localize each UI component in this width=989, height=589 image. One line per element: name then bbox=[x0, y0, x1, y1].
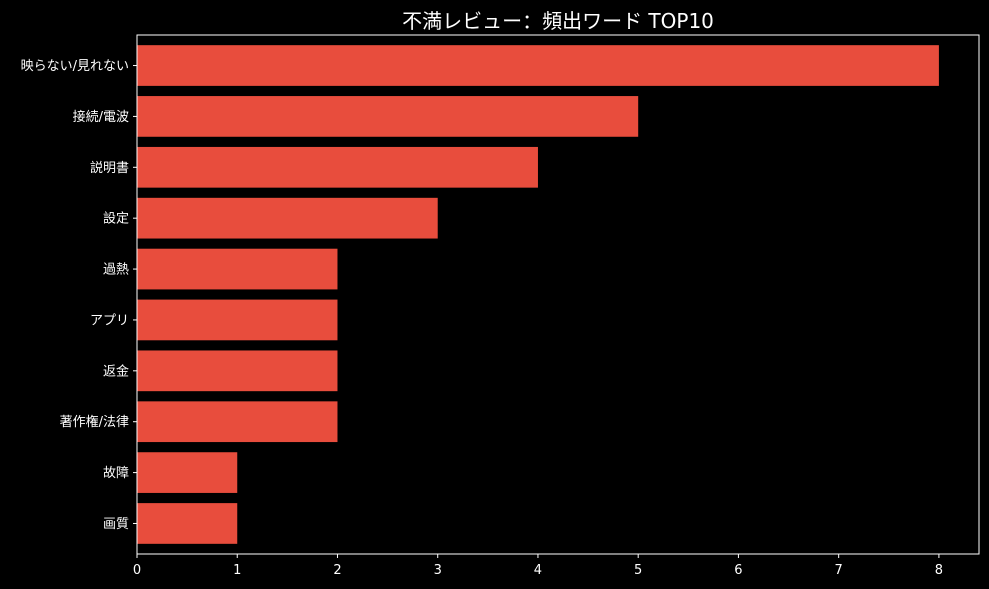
y-tick-label: 設定 bbox=[103, 211, 129, 227]
y-tick-label: 返金 bbox=[103, 363, 129, 379]
y-tick-label: 過熱 bbox=[103, 263, 129, 278]
x-tick-label: 4 bbox=[534, 563, 542, 578]
x-tick-label: 7 bbox=[835, 563, 843, 578]
x-tick-label: 2 bbox=[333, 563, 341, 578]
x-tick-label: 6 bbox=[734, 563, 742, 578]
y-tick-label: アプリ bbox=[90, 313, 129, 328]
bar bbox=[137, 146, 538, 188]
y-tick-label: 画質 bbox=[103, 517, 129, 532]
bar bbox=[137, 401, 338, 443]
y-tick-label: 著作権/法律 bbox=[60, 414, 129, 430]
bars bbox=[137, 45, 939, 544]
x-tick-label: 0 bbox=[133, 563, 141, 578]
bar bbox=[137, 45, 939, 86]
y-tick-label: 映らない/見れない bbox=[21, 59, 129, 74]
chart-title: 不満レビュー：頻出ワード TOP10 bbox=[402, 9, 714, 33]
y-tick-label: 説明書 bbox=[90, 160, 129, 176]
x-tick-label: 5 bbox=[634, 563, 642, 578]
y-tick-label: 接続/電波 bbox=[73, 109, 129, 125]
plot-frame bbox=[136, 34, 980, 555]
bar bbox=[137, 248, 338, 290]
axes bbox=[136, 34, 980, 555]
bar bbox=[137, 350, 338, 392]
bar bbox=[137, 299, 338, 341]
x-tick-label: 8 bbox=[935, 563, 943, 578]
bar bbox=[137, 452, 238, 493]
y-tick-label: 故障 bbox=[103, 466, 129, 481]
x-axis-ticks: 0 1 2 3 4 5 6 7 8 bbox=[133, 554, 943, 578]
x-tick-label: 1 bbox=[233, 563, 241, 578]
bar bbox=[137, 96, 639, 137]
bar bbox=[137, 197, 438, 239]
x-tick-label: 3 bbox=[434, 563, 442, 578]
bar bbox=[137, 503, 238, 544]
